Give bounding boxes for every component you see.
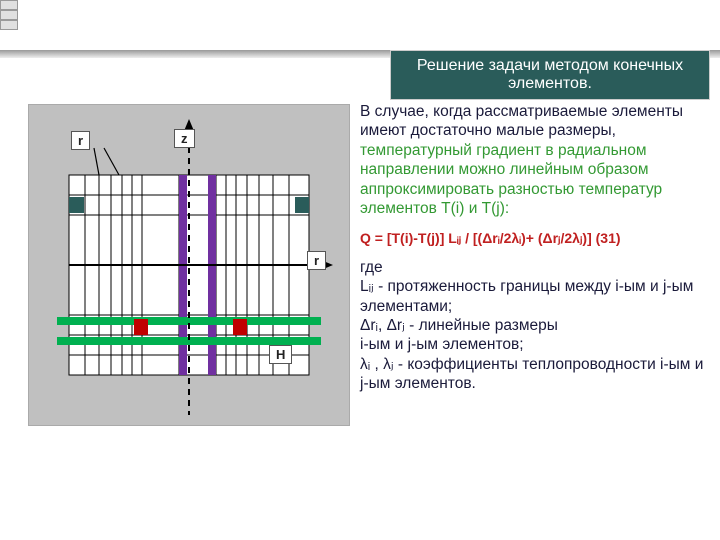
z-label: z [174, 129, 195, 148]
body-text: В случае, когда рассматриваемые элементы… [360, 102, 712, 393]
strip-seg [0, 0, 18, 10]
strip-seg [0, 20, 18, 30]
intro-normal: В случае, когда рассматриваемые элементы… [360, 103, 683, 139]
fem-diagram: z r r H [28, 104, 350, 426]
def-dr: Δrᵢ, Δrⱼ - линейные размеры [360, 316, 712, 335]
diagram-svg [29, 105, 349, 425]
r-side-label: r [71, 131, 90, 150]
def-lambda: λᵢ , λⱼ - коэффициенты теплопроводности … [360, 355, 712, 394]
h-label: H [269, 345, 292, 364]
def-dr2: i-ым и j-ым элементов; [360, 335, 712, 354]
r-axis-label: r [307, 251, 326, 270]
title-text: Решение задачи методом конечных элементо… [395, 57, 705, 93]
intro-green: температурный градиент в радиальном напр… [360, 142, 662, 217]
title-banner: Решение задачи методом конечных элементо… [390, 50, 710, 100]
strip-seg [0, 10, 18, 20]
def-L: Lᵢⱼ - протяженность границы между i-ым и… [360, 277, 712, 316]
formula: Q = [T(i)-T(j)] Lᵢⱼ / [(Δrᵢ/2λᵢ)+ (Δrⱼ/2… [360, 230, 712, 248]
r-callout [94, 148, 119, 175]
where: где [360, 258, 712, 277]
intro: В случае, когда рассматриваемые элементы… [360, 102, 712, 218]
